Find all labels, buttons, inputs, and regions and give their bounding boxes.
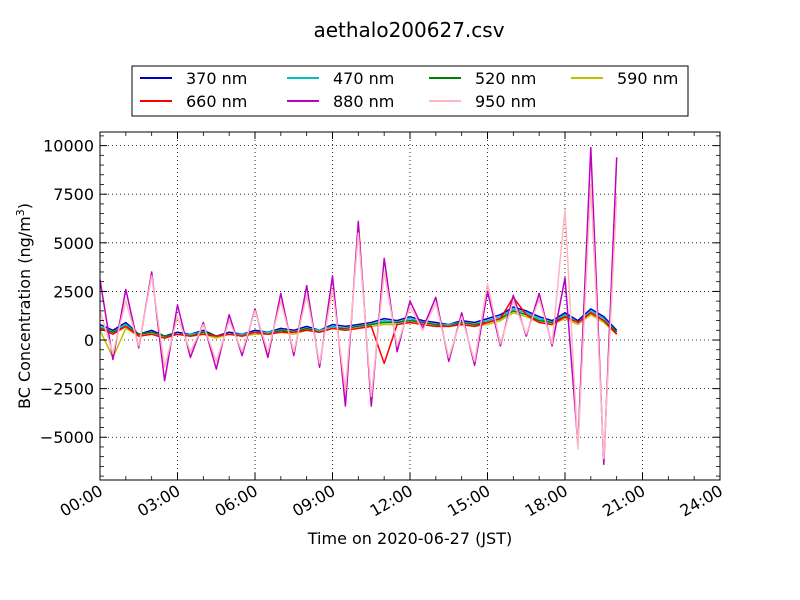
y-tick-label: 7500 [53,185,94,204]
series-lines [99,146,618,466]
y-tick-label: 5000 [53,234,94,253]
series-line-660-nm [99,296,618,365]
y-tick-label: 2500 [53,282,94,301]
x-tick-label: 18:00 [522,481,571,521]
y-axis-label: BC Concentration (ng/m3) [14,203,35,409]
chart-title: aethalo200627.csv [313,18,504,42]
series-line-950-nm [99,183,618,460]
x-tick-label: 03:00 [134,481,183,521]
legend-label: 370 nm [186,69,247,88]
x-axis-label: Time on 2020-06-27 (JST) [307,529,512,548]
legend-label: 880 nm [333,92,394,111]
x-tick-label: 12:00 [367,481,416,521]
grid [100,132,720,480]
y-axis-label-close: ) [15,203,34,209]
x-tick-label: 24:00 [677,481,726,521]
legend-label: 470 nm [333,69,394,88]
legend-label: 520 nm [475,69,536,88]
legend-label: 590 nm [617,69,678,88]
x-tick-label: 15:00 [444,481,493,521]
legend-label: 950 nm [475,92,536,111]
y-tick-label: 0 [84,331,94,350]
y-axis-label-sup: 3 [14,209,27,216]
plot-frame [100,132,720,480]
y-tick-label: −2500 [40,380,94,399]
legend-entries: 370 nm 470 nm 520 nm 590 nm 660 nm 880 nm 950 … [140,69,678,111]
y-axis-label-main: BC Concentration (ng/m [15,216,34,409]
x-tick-label: 09:00 [289,481,338,521]
x-tick-label: 00:00 [57,481,106,521]
y-tick-label: 10000 [43,137,94,156]
plot-area: 00:00 03:00 06:00 09:00 12:00 15:00 18:00 21:00… [40,131,726,521]
y-tick-label: −5000 [40,428,94,447]
legend: 370 nm 470 nm 520 nm 590 nm 660 nm 880 nm 950 … [131,65,689,117]
x-tick-label: 21:00 [599,481,648,521]
legend-label: 660 nm [186,92,247,111]
x-tick-label: 06:00 [212,481,261,521]
legend-box [131,65,689,117]
